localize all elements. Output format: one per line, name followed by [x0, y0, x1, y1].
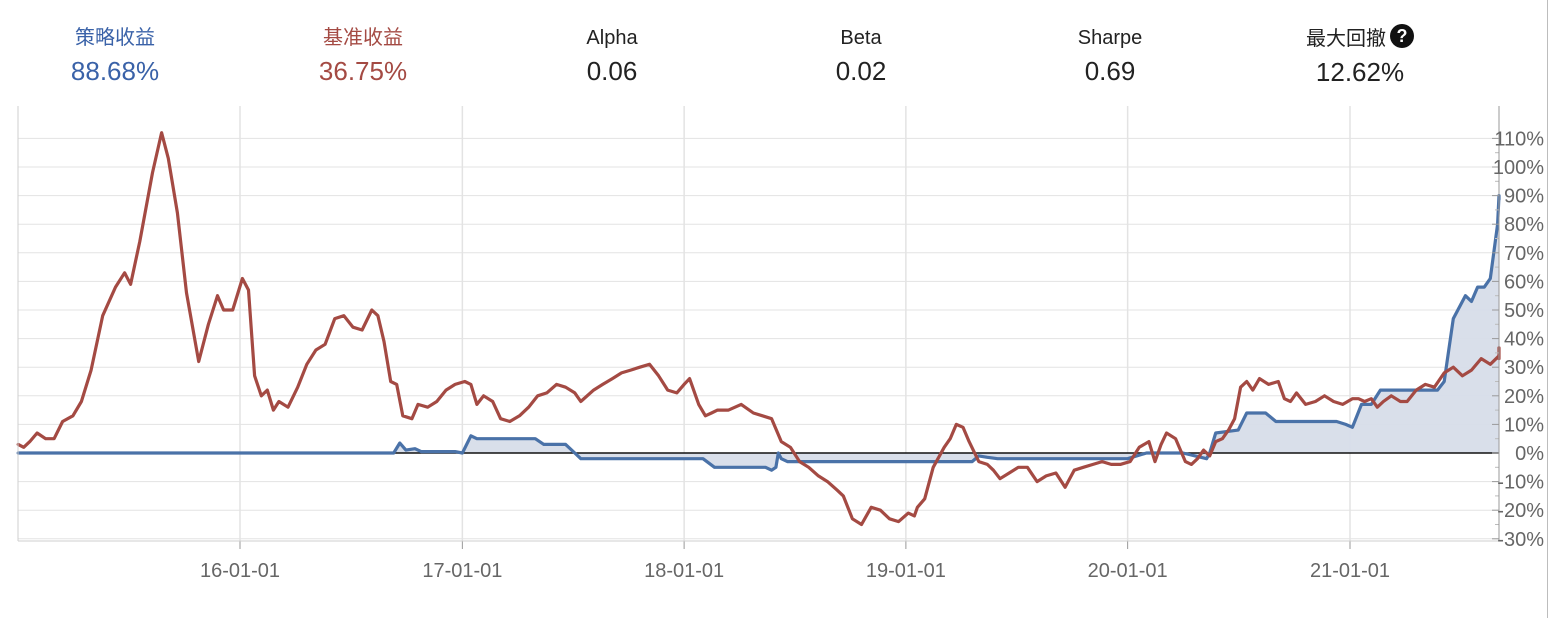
benchmark-return-label: 基准收益 [323, 27, 403, 49]
y-tick-label: 30% [1504, 357, 1544, 379]
chart-fills [18, 195, 1500, 471]
chart-axes [17, 106, 1500, 549]
sharpe-value: 0.69 [1084, 56, 1136, 86]
chart-grid [18, 106, 1499, 541]
y-tick-label: 50% [1504, 300, 1544, 322]
x-tick-label: 20-01-01 [1088, 560, 1168, 582]
beta-label: Beta [840, 27, 882, 49]
chart-lines [16, 131, 1501, 527]
y-tick-label: 90% [1504, 186, 1544, 208]
benchmark-return-value: 36.75% [318, 56, 408, 86]
y-tick-label: 10% [1504, 414, 1544, 436]
y-tick-label: 60% [1504, 271, 1544, 293]
y-tick-label: 70% [1504, 243, 1544, 265]
max-drawdown-label: 最大回撤 [1306, 28, 1386, 50]
y-tick-label: -30% [1497, 529, 1544, 551]
stat-alpha: Alpha 0.06 [492, 24, 732, 88]
y-tick-label: 0% [1515, 443, 1544, 465]
y-tick-label: 20% [1504, 386, 1544, 408]
x-tick-label: 19-01-01 [866, 560, 946, 582]
x-tick-label: 21-01-01 [1310, 560, 1390, 582]
y-axis-labels: 110% 100% 90% 80% 70% 60% 50% 40% 30% 20% 10% 0% -10… [1493, 128, 1544, 550]
strategy-return-value: 88.68% [70, 56, 160, 86]
x-axis-labels: 16-01-01 17-01-01 18-01-01 19-01-01 20-01-01… [200, 560, 1390, 582]
x-tick-label: 16-01-01 [200, 560, 280, 582]
sharpe-label: Sharpe [1077, 27, 1143, 49]
y-tick-label: 100% [1493, 157, 1544, 179]
y-tick-label: -10% [1497, 472, 1544, 494]
strategy-line [16, 194, 1501, 472]
y-tick-label: 40% [1504, 329, 1544, 351]
max-drawdown-value: 12.62% [1315, 57, 1405, 87]
stat-benchmark-return: 基准收益 36.75% [243, 24, 483, 88]
strategy-return-label: 策略收益 [75, 27, 155, 49]
stat-sharpe: Sharpe 0.69 [990, 24, 1230, 88]
x-tick-label: 17-01-01 [422, 560, 502, 582]
alpha-label: Alpha [586, 27, 638, 49]
max-drawdown-label-row: 最大回撤? [1240, 24, 1480, 53]
question-circle-icon[interactable]: ? [1390, 24, 1414, 48]
x-tick-label: 18-01-01 [644, 560, 724, 582]
strategy-area [18, 195, 1500, 471]
y-tick-label: 110% [1494, 128, 1544, 150]
stats-header: 策略收益 88.68% 基准收益 36.75% Alpha 0.06 Beta … [0, 0, 1500, 100]
alpha-value: 0.06 [586, 56, 638, 86]
stat-beta: Beta 0.02 [741, 24, 981, 88]
y-tick-label: -20% [1497, 500, 1544, 522]
stat-strategy-return: 策略收益 88.68% [0, 24, 235, 88]
beta-value: 0.02 [835, 56, 887, 86]
y-tick-label: 80% [1504, 214, 1544, 236]
benchmark-line [16, 131, 1501, 527]
stat-max-drawdown: 最大回撤? 12.62% [1240, 24, 1480, 89]
